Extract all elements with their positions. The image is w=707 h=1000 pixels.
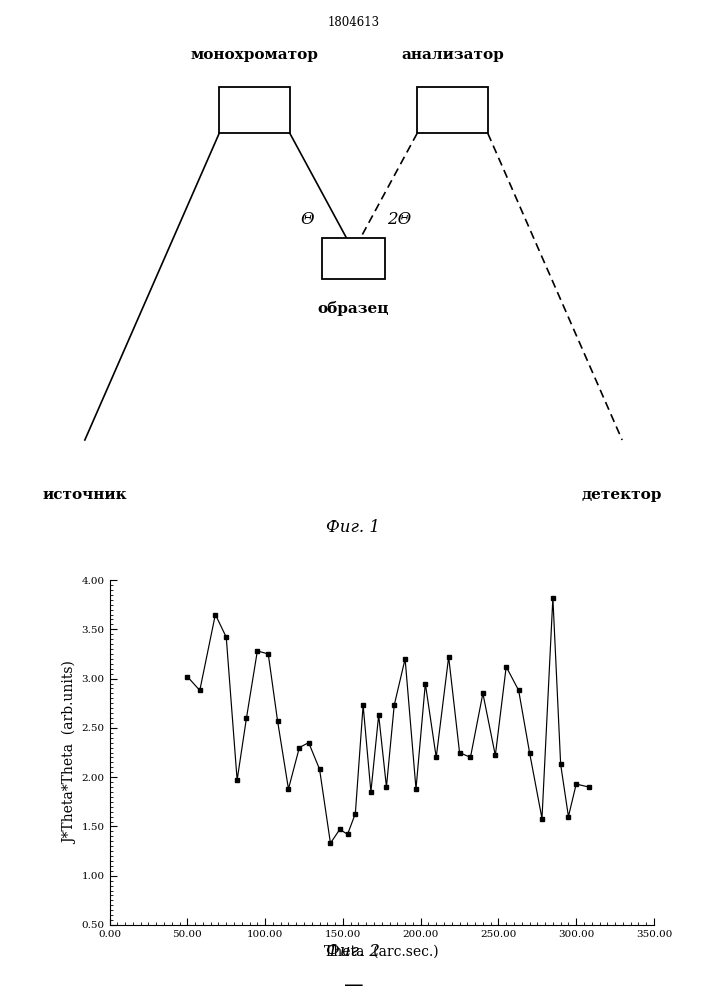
Text: монохроматор: монохроматор (191, 48, 318, 62)
X-axis label: Theta  (arc.sec.): Theta (arc.sec.) (325, 944, 439, 958)
Text: Θ: Θ (300, 212, 315, 229)
Bar (417, 87, 488, 133)
Text: 2Θ: 2Θ (387, 212, 411, 229)
Bar (219, 87, 290, 133)
Y-axis label: J*Theta*Theta  (arb.units): J*Theta*Theta (arb.units) (63, 661, 78, 844)
Text: Фиг. 2: Фиг. 2 (327, 944, 380, 960)
Text: Фиг. 1: Фиг. 1 (327, 520, 380, 536)
Text: детектор: детектор (582, 488, 662, 502)
Bar (322, 238, 385, 279)
Text: 1804613: 1804613 (327, 15, 380, 28)
Text: анализатор: анализатор (401, 48, 504, 62)
Text: —: — (344, 976, 363, 994)
Text: образец: образец (317, 301, 390, 316)
Text: источник: источник (42, 488, 127, 502)
